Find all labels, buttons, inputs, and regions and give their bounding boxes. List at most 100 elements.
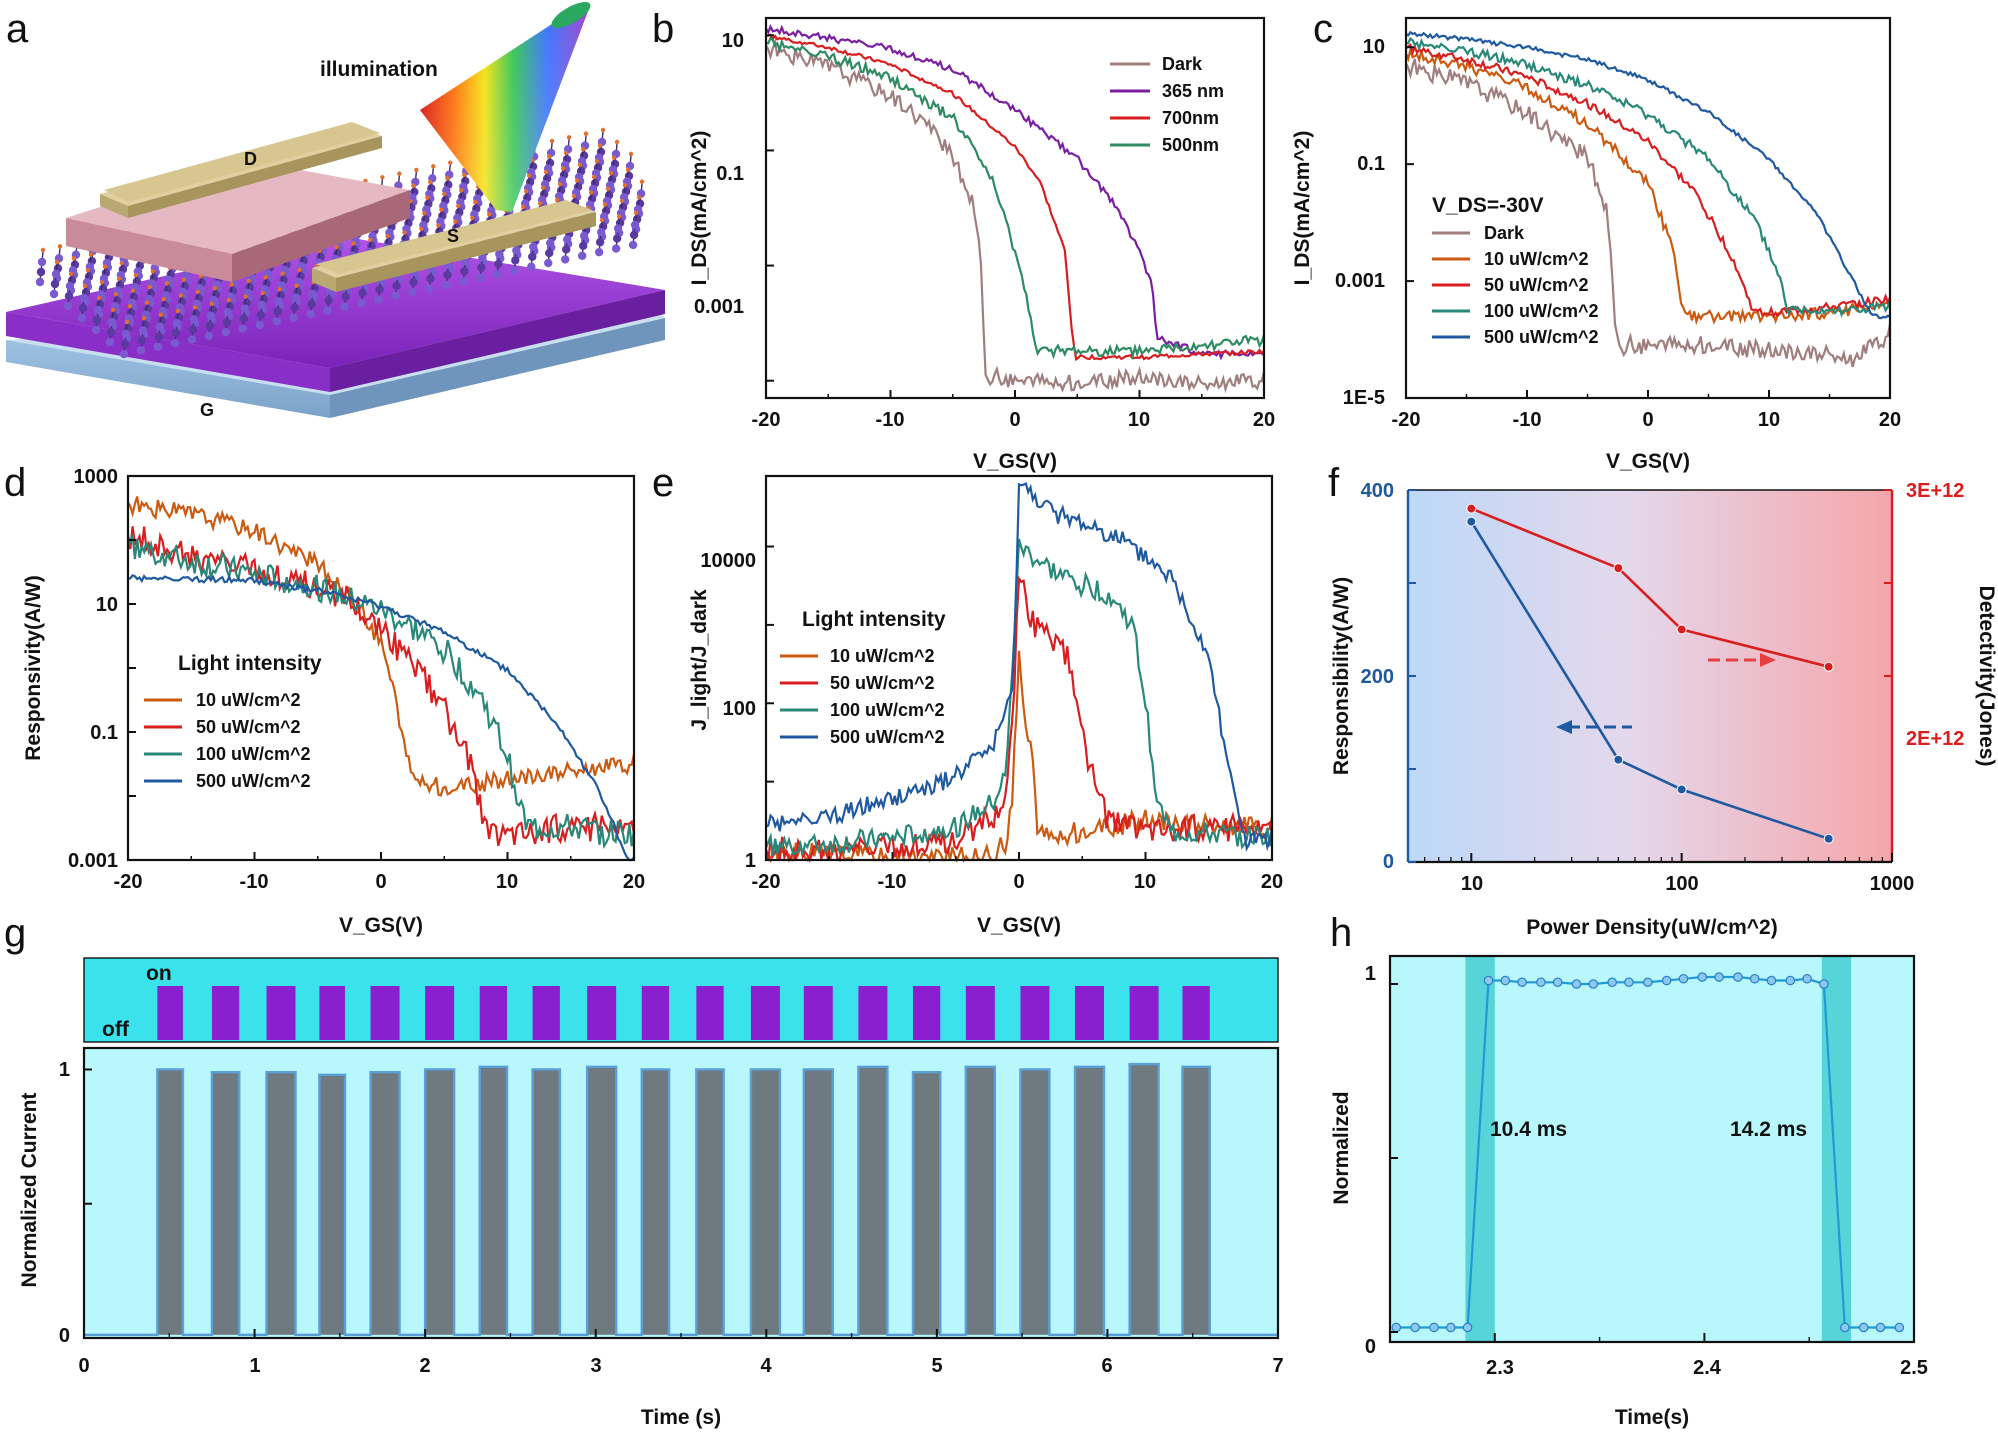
panel-c-ytick-label: 0.001 — [1335, 270, 1385, 292]
ph-data-point — [1819, 979, 1829, 989]
ph-data-point — [1643, 977, 1653, 988]
panel-label-c: c — [1313, 7, 1333, 51]
ph-data-point — [1588, 979, 1599, 989]
panel-f-ticks — [1408, 489, 1893, 863]
molecule-atom — [138, 326, 148, 335]
molecule-atom — [562, 245, 571, 254]
molecule-atom — [257, 300, 266, 310]
pf-data-point — [1676, 624, 1687, 635]
molecule-atom — [238, 324, 247, 333]
molecule-atom — [375, 285, 384, 294]
molecule-end-atom — [619, 198, 625, 204]
molecule-atom — [65, 281, 75, 291]
current-pulse — [587, 1066, 617, 1335]
light-on-pulse — [750, 986, 780, 1040]
gate-base-front — [6, 340, 330, 418]
panel-d-ytick-label: 1000 — [74, 466, 119, 488]
molecule-end-atom — [580, 147, 586, 152]
light-on-pulse — [587, 986, 617, 1040]
molecule-atom — [546, 238, 555, 248]
molecule-chain — [309, 283, 315, 315]
current-pulse — [1020, 1069, 1050, 1335]
panel-h-xtick-label: 2.5 — [1900, 1357, 1928, 1379]
molecule-atom — [119, 349, 129, 359]
molecule-end-atom — [402, 230, 407, 235]
molecule-atom — [544, 258, 553, 268]
molecule-atom — [107, 317, 117, 327]
ph-data-point — [1697, 972, 1708, 982]
panel-d-legend-label: 100 uW/cm^2 — [196, 744, 311, 764]
panel-e-ticks — [765, 545, 1273, 861]
panel-f-xtick-label: 100 — [1665, 873, 1698, 895]
panel-b-legend-label: 700nm — [1162, 108, 1219, 128]
panel-b-legend-label: 500nm — [1162, 135, 1219, 155]
pc-series-line — [1404, 45, 1891, 326]
current-pulse — [803, 1069, 833, 1335]
molecule-atom — [172, 318, 182, 328]
molecule-atom — [35, 277, 45, 287]
ph-data-point — [1483, 975, 1494, 986]
current-pulse — [858, 1066, 888, 1335]
molecule-end-atom — [608, 171, 614, 176]
molecule-chain — [123, 323, 128, 355]
molecule-end-atom — [161, 296, 167, 302]
molecule-atom — [563, 235, 572, 244]
source-electrode-side — [336, 212, 596, 292]
current-pulse — [479, 1066, 508, 1335]
current-pulse — [532, 1069, 560, 1335]
molecule-atom — [340, 302, 349, 311]
molecule-chain — [547, 233, 552, 264]
molecule-end-atom — [212, 285, 218, 291]
molecule-end-atom — [380, 175, 385, 180]
molecule-atom — [274, 297, 283, 306]
molecule-atom — [478, 253, 487, 262]
pb-series-line — [765, 33, 1265, 362]
light-on-pulse — [1129, 986, 1159, 1040]
current-pulse — [157, 1069, 183, 1335]
panel-c-legend-label: 500 uW/cm^2 — [1484, 327, 1599, 347]
panel-g-xtick-label: 7 — [1272, 1355, 1283, 1377]
molecule-atom — [459, 277, 468, 286]
molecule-end-atom — [600, 127, 606, 133]
ph-data-point — [1500, 975, 1511, 986]
molecule-end-atom — [102, 264, 108, 269]
dielectric-front — [6, 312, 330, 392]
molecule-end-atom — [462, 172, 467, 177]
molecule-atom — [121, 329, 131, 339]
molecule-end-atom — [116, 276, 122, 281]
molecule-atom — [460, 267, 469, 276]
panel-f-xtick-label: 10 — [1461, 873, 1483, 895]
panel-label-d: d — [4, 461, 26, 505]
ph-data-point — [1840, 1322, 1850, 1333]
molecule-atom — [204, 331, 214, 341]
molecule-atom — [494, 259, 503, 269]
molecule-atom — [323, 306, 332, 315]
molecule-atom — [495, 249, 504, 259]
molecule-atom — [221, 327, 231, 337]
pf-data-point — [1613, 754, 1624, 765]
panel-f-right-arrowhead — [1760, 653, 1776, 667]
molecule-end-atom — [164, 281, 170, 286]
molecule-end-atom — [96, 295, 102, 301]
molecule-atom — [106, 327, 116, 337]
molecule-end-atom — [71, 256, 77, 261]
panel-g-ticks — [83, 1068, 1279, 1339]
molecule-end-atom — [540, 185, 546, 191]
molecule-atom — [493, 269, 502, 279]
molecule-end-atom — [602, 202, 608, 207]
molecule-end-atom — [124, 319, 130, 325]
panel-g-ytick-label: 0 — [59, 1325, 70, 1347]
molecule-atom — [307, 299, 316, 309]
molecule-atom — [426, 274, 435, 283]
molecule-end-atom — [178, 293, 184, 298]
molecule-end-atom — [554, 197, 560, 203]
molecule-end-atom — [605, 186, 611, 192]
molecule-end-atom — [57, 244, 63, 249]
molecule-atom — [93, 305, 103, 315]
molecule-end-atom — [594, 159, 600, 164]
panel-b-xtick-label: -10 — [876, 409, 905, 431]
molecule-atom — [306, 309, 315, 319]
panel-b-xtick-label: -20 — [752, 409, 781, 431]
molecule-atom — [36, 267, 46, 277]
molecule-end-atom — [583, 131, 589, 136]
